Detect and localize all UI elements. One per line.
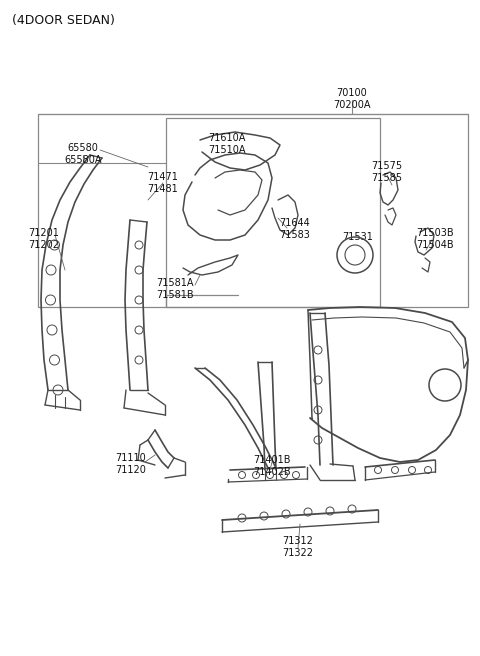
Text: 71201
71202: 71201 71202 [28, 228, 60, 250]
Text: 71531: 71531 [343, 232, 373, 242]
Text: 71471
71481: 71471 71481 [147, 172, 179, 194]
Text: (4DOOR SEDAN): (4DOOR SEDAN) [12, 14, 115, 27]
Text: 65580
65580A: 65580 65580A [64, 143, 102, 165]
Text: 70100
70200A: 70100 70200A [333, 88, 371, 110]
Bar [166, 118, 380, 307]
Bar [38, 114, 468, 307]
Text: 71610A
71510A: 71610A 71510A [208, 133, 245, 155]
Text: 71581A
71581B: 71581A 71581B [156, 278, 194, 300]
Text: 71110
71120: 71110 71120 [116, 453, 146, 475]
Text: 71401B
71402B: 71401B 71402B [253, 455, 291, 477]
Text: 71644
71583: 71644 71583 [279, 218, 311, 240]
Text: 71503B
71504B: 71503B 71504B [416, 228, 454, 250]
Text: 71575
71585: 71575 71585 [372, 161, 403, 183]
Text: 71312
71322: 71312 71322 [283, 536, 313, 558]
